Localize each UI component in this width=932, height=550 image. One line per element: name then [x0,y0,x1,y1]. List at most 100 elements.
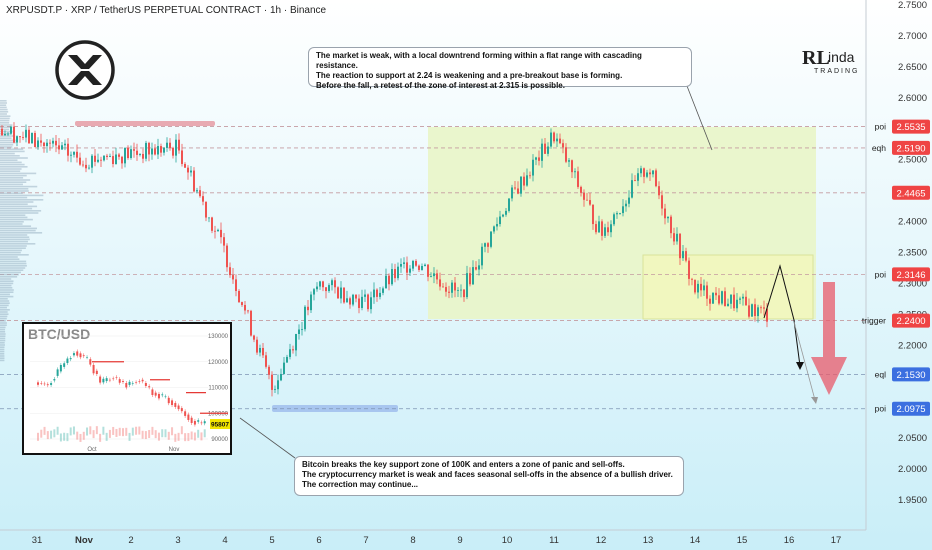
candle-body [319,281,321,287]
inset-volume-bar [125,427,128,436]
profile-bar [0,181,27,183]
x-tick-label: 12 [596,535,607,546]
candle-body [172,147,174,156]
big-down-arrow [811,282,847,395]
y-tick-label: 2.7500 [898,0,927,11]
y-tick-label: 2.7000 [898,31,927,42]
candle-body [280,374,282,381]
candle-body [175,139,177,156]
profile-bar [0,179,31,181]
candle-body [586,199,588,201]
inset-volume-bar [92,430,95,439]
candle-body [208,217,210,219]
inset-volume-bar [76,431,79,440]
candle-body [220,229,222,238]
candle-body [295,333,297,351]
profile-bar [0,119,10,122]
candle-body [13,126,15,143]
inset-volume-bar [193,432,196,441]
volume-profile [0,100,44,362]
profile-bar [0,295,14,298]
inset-candle-body [86,357,89,358]
poi-box[interactable] [642,254,814,320]
profile-bar [0,117,10,120]
profile-bar [0,174,27,177]
candle-body [571,160,573,173]
inset-y-tick: 110000 [208,386,228,392]
profile-bar [0,223,23,225]
candle-body [301,329,303,331]
btc-inset-chart[interactable]: BTC/USD 130000 120000 110000 100000 90000 Oct… [22,322,232,455]
x-tick-label: 6 [316,535,321,546]
profile-bar [0,348,5,351]
profile-bar [0,251,21,254]
candle-body [103,155,105,161]
candle-body [625,203,627,207]
candle-body [391,269,393,285]
candle-body [364,294,366,297]
candle-body [22,137,24,138]
candle-body [376,289,378,297]
profile-bar [0,227,38,230]
candle-body [682,251,684,259]
candle-body [643,168,645,177]
candle-body [514,187,516,189]
inset-volume-bar [164,429,167,438]
profile-bar [0,304,9,307]
candle-body [463,289,465,298]
inset-volume-bar [40,429,43,438]
inset-candle-body [40,382,43,384]
x-tick-label: 13 [643,535,654,546]
level-value: 2.1530 [896,370,925,381]
candle-body [121,156,123,164]
candle-body [325,287,327,292]
candle-body [82,164,84,166]
inset-y-tick: 100000 [208,411,229,417]
profile-bar [0,212,39,214]
candle-body [667,216,669,219]
inset-volume-bar [148,429,151,438]
inset-candle-body [59,364,62,372]
candle-body [7,133,9,135]
candle-body [106,155,108,157]
inset-volume-bar [105,432,108,441]
candle-body [199,190,201,197]
profile-bar [0,315,8,318]
profile-bar [0,265,27,267]
candle-body [520,176,522,194]
profile-bar [0,214,26,216]
inset-candle-body [177,405,180,410]
inset-candle-body [151,389,154,396]
inset-volume-bar [50,430,53,439]
candle-body [193,170,195,192]
candle-body [370,297,372,310]
candle-body [592,204,594,225]
inset-candle-body [171,400,174,406]
inset-volume-bar [131,427,134,436]
inset-title: BTC/USD [28,326,91,342]
inset-volume-bar [118,427,121,436]
candle-body [763,307,765,309]
projection-arrowhead-alt [811,397,818,404]
profile-bar [0,240,28,243]
candle-body [367,294,369,310]
candle-body [670,216,672,234]
candle-body [658,186,660,196]
inset-volume-bar [135,426,138,435]
candle-body [457,290,459,291]
x-tick-label: 3 [175,535,180,546]
profile-bar [0,106,7,109]
candle-body [430,276,432,277]
candle-body [448,291,450,293]
profile-bar [0,276,18,278]
inset-volume-bar [89,426,92,435]
candle-body [499,216,501,225]
time-axis[interactable]: 31 Nov 2 3 4 5 6 7 8 9 10 11 12 13 14 15 16 17 [32,535,842,546]
candle-body [67,143,69,156]
profile-bar [0,124,13,126]
candle-body [685,251,687,261]
candle-body [178,139,180,151]
candle-body [70,154,72,156]
inset-candle-body [174,402,177,407]
candle-body [541,143,543,161]
